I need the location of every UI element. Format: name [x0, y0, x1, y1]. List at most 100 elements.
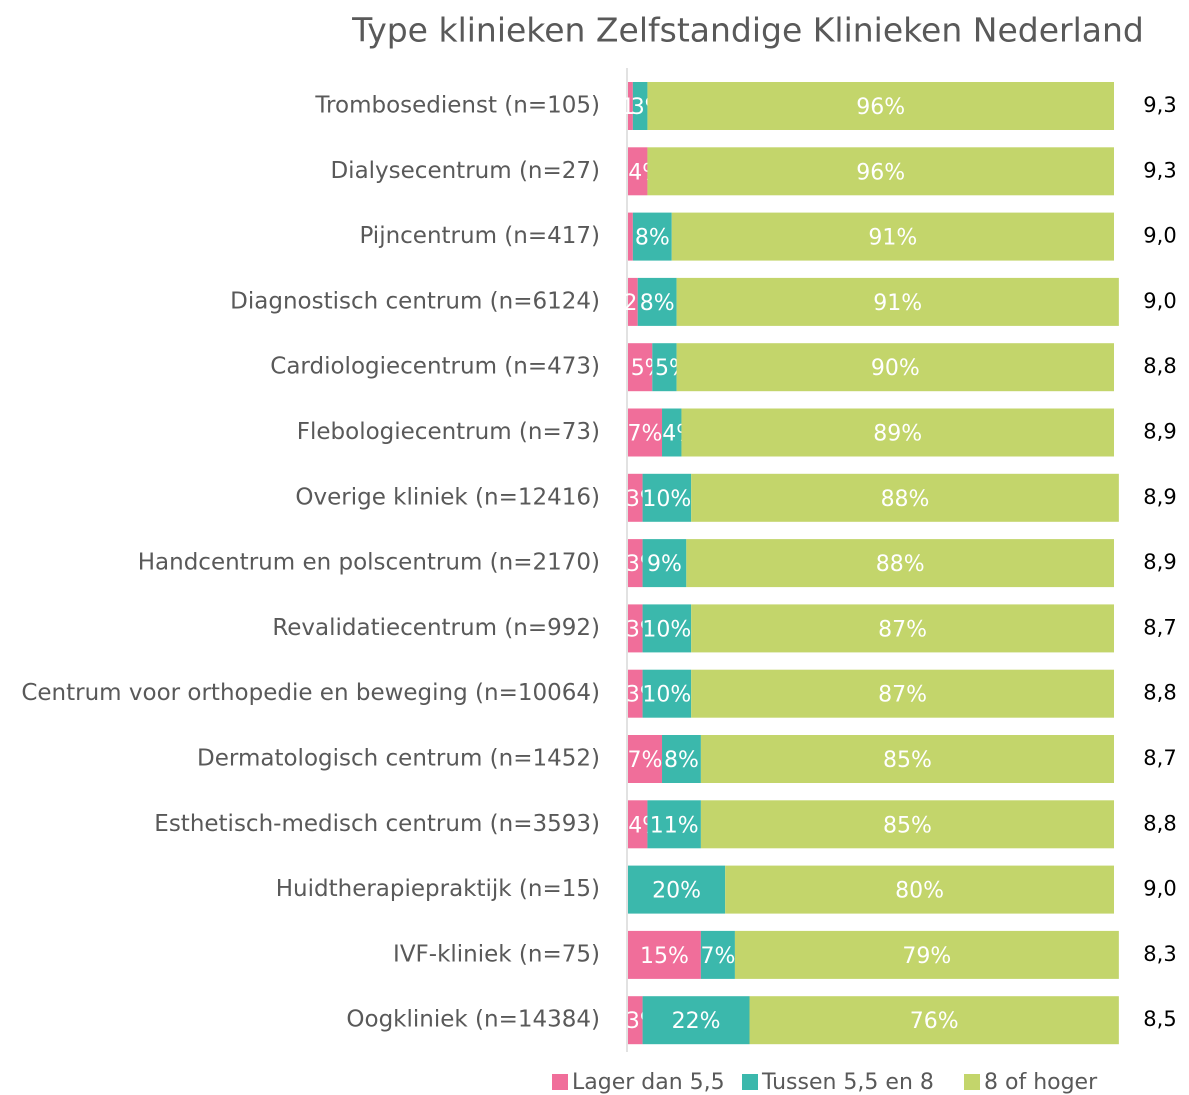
bar-segment	[628, 147, 648, 196]
bar-segment	[628, 277, 638, 326]
data-label: 20%	[652, 879, 701, 904]
data-label: 7%	[628, 422, 663, 447]
data-label: 96%	[856, 95, 905, 120]
category-label: Handcentrum en polscentrum (n=2170)	[138, 550, 600, 576]
score-label: 8,7	[1143, 615, 1176, 639]
legend-swatch	[964, 1074, 980, 1090]
bar-segment	[628, 408, 663, 457]
bar-segment	[647, 147, 1114, 196]
data-label: 8%	[635, 226, 670, 251]
score-label: 9,3	[1143, 158, 1176, 182]
data-label: 22%	[672, 1009, 721, 1034]
category-label: Dermatologisch centrum (n=1452)	[197, 746, 600, 772]
category-label: Dialysecentrum (n=27)	[330, 158, 600, 184]
data-label: 91%	[873, 291, 922, 316]
category-label: Diagnostisch centrum (n=6124)	[230, 288, 600, 314]
bar-segment	[676, 343, 1114, 392]
bar-segment	[642, 669, 692, 718]
score-label: 8,8	[1143, 354, 1176, 378]
score-label: 8,3	[1143, 942, 1176, 966]
bar-segment	[691, 473, 1119, 522]
data-label: 7%	[628, 748, 663, 773]
category-label: Overige kliniek (n=12416)	[295, 484, 600, 510]
data-label: 90%	[871, 356, 920, 381]
bar-segment	[691, 604, 1114, 653]
category-label: Trombosedienst (n=105)	[314, 93, 600, 119]
bar-segment	[628, 669, 643, 718]
bar-segment	[671, 212, 1114, 261]
data-label: 76%	[910, 1009, 959, 1034]
legend-swatch	[742, 1074, 758, 1090]
bar-segment	[686, 539, 1114, 588]
bar-segment	[632, 212, 672, 261]
data-label: 85%	[883, 813, 932, 838]
score-label: 8,8	[1143, 681, 1176, 705]
category-label: Esthetisch-medisch centrum (n=3593)	[154, 811, 600, 837]
legend-label: Tussen 5,5 en 8	[761, 1070, 934, 1095]
score-label: 8,5	[1143, 1007, 1176, 1031]
bar-segment	[676, 277, 1119, 326]
data-label: 10%	[642, 617, 691, 642]
category-label: Flebologiecentrum (n=73)	[297, 419, 600, 445]
data-label: 9%	[647, 552, 682, 577]
data-label: 8%	[640, 291, 675, 316]
data-label: 91%	[868, 226, 917, 251]
data-label: 88%	[876, 552, 925, 577]
data-label: 11%	[650, 813, 699, 838]
bar-segment	[628, 82, 633, 130]
category-label: Pijncentrum (n=417)	[359, 223, 600, 249]
data-label: 96%	[856, 160, 905, 185]
score-label: 9,0	[1143, 877, 1176, 901]
data-label: 8%	[664, 748, 699, 773]
chart-title: Type klinieken Zelfstandige Klinieken Ne…	[351, 11, 1144, 50]
bar-segment	[628, 865, 726, 914]
data-label: 89%	[873, 422, 922, 447]
bar-segment	[642, 996, 750, 1045]
bar-segment	[642, 539, 687, 588]
bar-segment	[628, 735, 663, 783]
bar-segment	[647, 82, 1114, 130]
bar-segment	[734, 930, 1119, 979]
bar-segment	[628, 996, 643, 1045]
category-label: Centrum voor orthopedie en beweging (n=1…	[21, 680, 600, 706]
bar-segment	[652, 343, 677, 392]
data-label: 80%	[895, 879, 944, 904]
score-label: 8,9	[1143, 485, 1176, 509]
data-label: 10%	[642, 683, 691, 708]
bar-segment	[725, 865, 1114, 914]
category-label: Oogkliniek (n=14384)	[346, 1007, 600, 1033]
score-label: 8,8	[1143, 811, 1176, 835]
category-label: Huidtherapiepraktijk (n=15)	[276, 876, 600, 902]
bar-segment	[628, 343, 653, 392]
data-label: 88%	[881, 487, 930, 512]
data-label: 7%	[700, 944, 735, 969]
score-label: 8,9	[1143, 420, 1176, 444]
bar-segment	[642, 604, 692, 653]
legend-label: Lager dan 5,5	[572, 1070, 725, 1095]
bar-segment	[637, 277, 677, 326]
data-label: 10%	[642, 487, 691, 512]
bar-segment	[662, 408, 682, 457]
bar-segment	[700, 800, 1114, 849]
score-label: 9,3	[1143, 93, 1176, 117]
score-label: 8,7	[1143, 746, 1176, 770]
bar-segment	[691, 669, 1114, 718]
bar-segment	[632, 82, 648, 130]
bar-segment	[700, 930, 735, 979]
score-label: 9,0	[1143, 224, 1176, 248]
legend-label: 8 of hoger	[984, 1070, 1098, 1095]
legend-swatch	[552, 1074, 568, 1090]
bar-segment	[662, 735, 701, 783]
category-label: Cardiologiecentrum (n=473)	[270, 354, 600, 380]
bar-segment	[681, 408, 1114, 457]
bar-segment	[628, 473, 643, 522]
bar-segment	[700, 735, 1114, 783]
data-label: 85%	[883, 748, 932, 773]
score-label: 9,0	[1143, 289, 1176, 313]
bar-segment	[628, 212, 633, 261]
bar-segment	[647, 800, 701, 849]
bar-segment	[628, 604, 643, 653]
data-label: 87%	[878, 683, 927, 708]
data-label: 79%	[902, 944, 951, 969]
